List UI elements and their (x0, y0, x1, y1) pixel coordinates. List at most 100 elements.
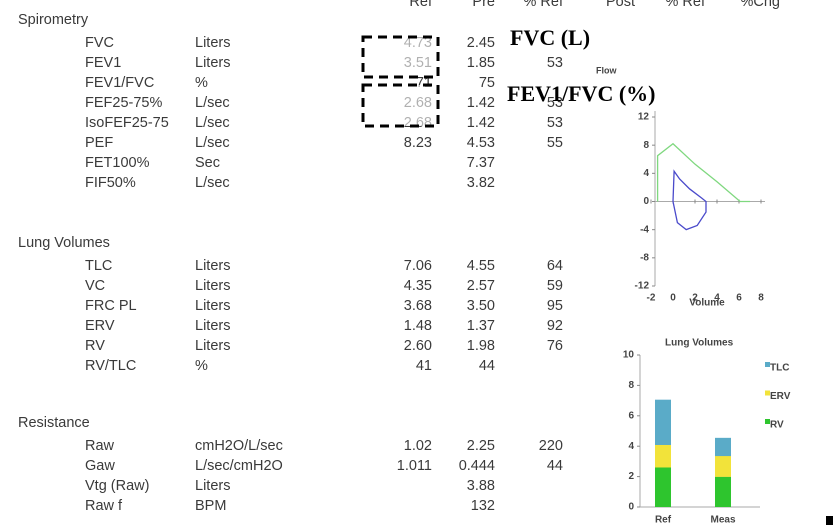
flow-curve (656, 142, 750, 203)
column-header: % Ref (524, 0, 564, 10)
pre-value: 2.25 (467, 438, 495, 454)
legend-label: ERV (770, 391, 791, 402)
row-name: Raw (85, 438, 115, 454)
row-name: PEF (85, 135, 113, 151)
row-name: Gaw (85, 458, 115, 474)
ref-value: 1.011 (397, 458, 432, 474)
pre-value: 1.98 (467, 338, 495, 354)
row-name: ERV (85, 318, 115, 334)
y-tick-label: 6 (628, 410, 634, 421)
pre-value: 4.53 (467, 135, 495, 151)
pre-value: 1.37 (467, 318, 495, 334)
pre-value: 75 (479, 75, 495, 91)
y-tick-label: 0 (643, 196, 649, 207)
row-name: FEV1 (85, 55, 121, 71)
x-tick-label: Meas (710, 515, 735, 525)
pct-ref-value: 53 (547, 55, 563, 71)
ref-value: 8.23 (404, 135, 432, 151)
dashed-highlight (361, 83, 440, 128)
y-tick-label: 4 (628, 441, 634, 452)
unit: Liters (195, 478, 230, 494)
y-tick-label: 8 (628, 380, 634, 391)
column-header: Ref (409, 0, 433, 10)
x-tick-label: 6 (736, 293, 742, 304)
unit: L/sec (195, 115, 230, 131)
row-name: RV/TLC (85, 358, 136, 374)
unit: Liters (195, 55, 230, 71)
y-tick-label: -12 (635, 281, 650, 292)
pre-value: 2.45 (467, 35, 495, 51)
y-tick-label: 8 (643, 140, 649, 151)
section-title: Spirometry (18, 12, 89, 28)
y-tick-label: 2 (628, 471, 634, 482)
y-tick-label: -8 (640, 252, 649, 263)
x-tick-label: -2 (647, 293, 656, 304)
legend-swatch (765, 390, 770, 396)
unit: Liters (195, 278, 230, 294)
pct-ref-value: 95 (547, 298, 563, 314)
section-title: Resistance (18, 415, 90, 431)
unit: Liters (195, 338, 230, 354)
y-tick-label: 4 (643, 168, 649, 179)
column-header: %Chg (741, 0, 781, 10)
y-axis-label: Flow (596, 65, 617, 75)
unit: BPM (195, 498, 226, 514)
x-axis-label: Volume (689, 298, 725, 309)
y-tick-label: 10 (623, 350, 635, 361)
row-name: FVC (85, 35, 114, 51)
pct-ref-value: 53 (547, 95, 563, 111)
pre-value: 1.42 (467, 115, 495, 131)
row-name: FEF25-75% (85, 95, 162, 111)
row-name: Vtg (Raw) (85, 478, 149, 494)
unit: L/sec/cmH2O (195, 458, 283, 474)
section-title: Lung Volumes (18, 235, 110, 251)
pre-value: 2.57 (467, 278, 495, 294)
row-name: FRC PL (85, 298, 137, 314)
pre-value: 1.85 (467, 55, 495, 71)
legend-swatch (765, 419, 770, 424)
unit: L/sec (195, 135, 230, 151)
unit: Sec (195, 155, 220, 171)
pct-ref-value: 53 (547, 115, 563, 131)
column-header: Post (606, 0, 635, 10)
ref-value: 4.35 (404, 278, 432, 294)
x-tick-label: 2 (692, 293, 698, 304)
annotation: FVC (L) (510, 25, 590, 50)
x-tick-label: Ref (655, 515, 672, 525)
pre-value: 3.88 (467, 478, 495, 494)
row-name: RV (85, 338, 105, 354)
y-tick-label: 12 (638, 112, 650, 123)
ref-value: 7.06 (404, 258, 432, 274)
pct-ref-value: 64 (547, 258, 563, 274)
pre-value: 0.444 (459, 458, 495, 474)
bar-segment (715, 476, 731, 507)
row-name: Raw f (85, 498, 123, 514)
pre-value: 44 (479, 358, 495, 374)
x-tick-label: 8 (758, 293, 764, 304)
ref-value: 2.60 (404, 338, 432, 354)
row-name: VC (85, 278, 105, 294)
unit: L/sec (195, 95, 230, 111)
ref-value: 1.02 (404, 438, 432, 454)
legend-label: TLC (770, 363, 789, 374)
ref-value: 3.68 (404, 298, 432, 314)
pct-ref-value: 55 (547, 135, 563, 151)
row-name: FIF50% (85, 175, 136, 191)
column-header: Pre (472, 0, 495, 10)
unit: cmH2O/L/sec (195, 438, 283, 454)
bar-segment (655, 467, 671, 507)
chart-title: Lung Volumes (665, 338, 734, 349)
y-tick-label: -4 (640, 224, 649, 235)
pre-value: 4.55 (467, 258, 495, 274)
pct-ref-value: 44 (547, 458, 563, 474)
unit: L/sec (195, 175, 230, 191)
row-name: TLC (85, 258, 112, 274)
bar-segment (715, 456, 731, 477)
bar-segment (655, 444, 671, 468)
ref-value: 41 (416, 358, 432, 374)
pre-value: 3.82 (467, 175, 495, 191)
unit: Liters (195, 35, 230, 51)
flow-curve (672, 169, 707, 231)
pre-value: 7.37 (467, 155, 495, 171)
x-tick-label: 4 (714, 293, 720, 304)
